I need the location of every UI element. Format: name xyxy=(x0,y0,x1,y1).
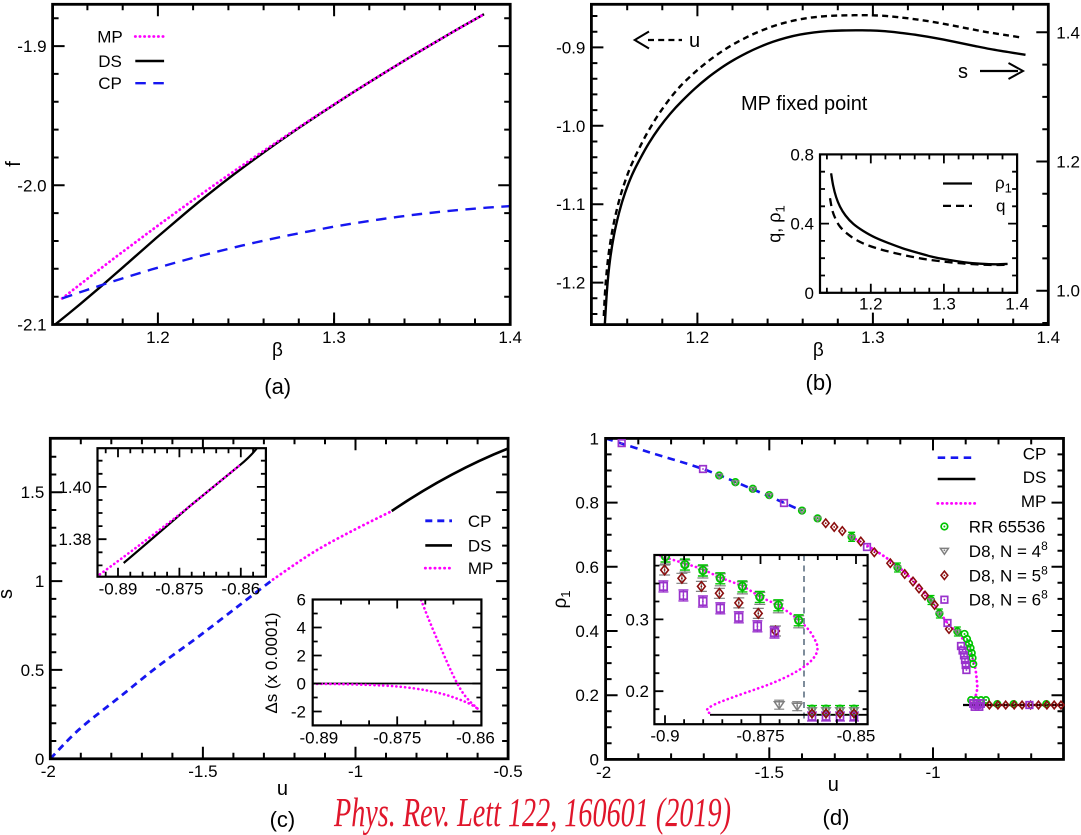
svg-text:-0.85: -0.85 xyxy=(837,727,876,746)
svg-text:-1.0: -1.0 xyxy=(556,117,585,136)
svg-text:1.3: 1.3 xyxy=(322,328,346,347)
svg-text:1.4: 1.4 xyxy=(1005,295,1029,314)
svg-text:1.38: 1.38 xyxy=(58,530,91,549)
svg-text:-1.5: -1.5 xyxy=(755,763,784,782)
svg-text:f: f xyxy=(3,161,25,167)
svg-text:(d): (d) xyxy=(823,805,850,830)
svg-text:0.2: 0.2 xyxy=(625,682,649,701)
svg-text:-1.2: -1.2 xyxy=(556,274,585,293)
svg-text:-1: -1 xyxy=(925,763,940,782)
svg-text:MP fixed point: MP fixed point xyxy=(741,93,868,115)
svg-text:1.2: 1.2 xyxy=(686,328,710,347)
svg-text:-2.0: -2.0 xyxy=(17,176,46,195)
svg-text:1.3: 1.3 xyxy=(861,328,885,347)
svg-text:0.2: 0.2 xyxy=(575,686,599,705)
svg-text:1.2: 1.2 xyxy=(1056,153,1080,172)
svg-text:s: s xyxy=(958,61,968,83)
svg-text:-0.5: -0.5 xyxy=(493,762,522,781)
svg-text:MP: MP xyxy=(97,28,123,47)
svg-text:D8, N = 48: D8, N = 48 xyxy=(969,539,1048,561)
svg-text:0: 0 xyxy=(35,750,44,769)
svg-text:1.4: 1.4 xyxy=(1056,23,1080,42)
svg-text:RR 65536: RR 65536 xyxy=(969,518,1046,537)
svg-text:MP: MP xyxy=(1021,492,1047,511)
svg-text:4: 4 xyxy=(297,619,306,638)
svg-text:CP: CP xyxy=(98,74,122,93)
svg-text:0.6: 0.6 xyxy=(575,558,599,577)
svg-text:1.5: 1.5 xyxy=(21,483,45,502)
svg-text:-1.1: -1.1 xyxy=(556,195,585,214)
svg-text:(a): (a) xyxy=(264,374,291,399)
svg-text:-1.9: -1.9 xyxy=(17,37,46,56)
svg-text:-0.9: -0.9 xyxy=(556,38,585,57)
svg-text:u: u xyxy=(828,774,839,796)
svg-text:1.0: 1.0 xyxy=(1056,282,1080,301)
svg-text:1.4: 1.4 xyxy=(1036,328,1060,347)
svg-text:-0.875: -0.875 xyxy=(155,580,203,599)
svg-text:0.8: 0.8 xyxy=(790,145,814,164)
svg-text:1.2: 1.2 xyxy=(859,295,883,314)
svg-text:Δs (x 0.0001): Δs (x 0.0001) xyxy=(262,612,281,713)
svg-text:-2: -2 xyxy=(291,703,306,722)
svg-text:0.8: 0.8 xyxy=(575,494,599,513)
svg-text:-2.1: -2.1 xyxy=(17,316,46,335)
svg-text:0.5: 0.5 xyxy=(21,661,45,680)
svg-text:0.4: 0.4 xyxy=(790,215,814,234)
svg-text:-0.875: -0.875 xyxy=(373,729,421,748)
svg-text:-0.86: -0.86 xyxy=(221,580,260,599)
svg-text:DS: DS xyxy=(468,536,492,555)
svg-text:-1: -1 xyxy=(348,762,363,781)
svg-text:1: 1 xyxy=(590,429,599,448)
svg-text:1.2: 1.2 xyxy=(146,328,170,347)
svg-text:6: 6 xyxy=(297,591,306,610)
svg-text:1.40: 1.40 xyxy=(58,478,91,497)
svg-text:-0.875: -0.875 xyxy=(736,727,784,746)
svg-text:-0.86: -0.86 xyxy=(456,729,495,748)
svg-text:-2: -2 xyxy=(596,763,611,782)
svg-text:2: 2 xyxy=(297,647,306,666)
svg-text:-0.89: -0.89 xyxy=(99,580,138,599)
svg-text:(c): (c) xyxy=(270,807,296,832)
svg-text:MP: MP xyxy=(468,559,494,578)
svg-text:1.3: 1.3 xyxy=(932,295,956,314)
svg-text:0.3: 0.3 xyxy=(625,610,649,629)
svg-text:DS: DS xyxy=(1023,468,1047,487)
svg-text:1: 1 xyxy=(35,572,44,591)
svg-text:-2: -2 xyxy=(41,762,56,781)
svg-text:D8, N = 58: D8, N = 58 xyxy=(969,563,1048,585)
svg-text:DS: DS xyxy=(98,52,122,71)
svg-text:CP: CP xyxy=(1023,445,1047,464)
svg-text:1.4: 1.4 xyxy=(498,328,522,347)
svg-text:(b): (b) xyxy=(806,370,833,395)
svg-text:CP: CP xyxy=(468,512,492,531)
svg-text:β: β xyxy=(813,340,824,361)
svg-text:β: β xyxy=(272,340,283,361)
svg-text:q: q xyxy=(996,197,1005,216)
svg-text:-1.5: -1.5 xyxy=(188,762,217,781)
svg-text:0: 0 xyxy=(297,675,306,694)
svg-text:-0.89: -0.89 xyxy=(300,729,339,748)
svg-text:u: u xyxy=(277,778,288,800)
svg-text:-0.9: -0.9 xyxy=(650,727,679,746)
svg-text:Phys. Rev. Lett 122, 160601 (2: Phys. Rev. Lett 122, 160601 (2019) xyxy=(333,789,731,835)
svg-text:0: 0 xyxy=(590,750,599,769)
svg-text:u: u xyxy=(689,30,700,52)
svg-text:D8, N = 68: D8, N = 68 xyxy=(969,588,1048,610)
svg-text:q, ρ1: q, ρ1 xyxy=(765,205,788,243)
svg-text:s: s xyxy=(0,589,17,599)
svg-text:0.4: 0.4 xyxy=(575,622,599,641)
svg-text:0: 0 xyxy=(805,284,814,303)
